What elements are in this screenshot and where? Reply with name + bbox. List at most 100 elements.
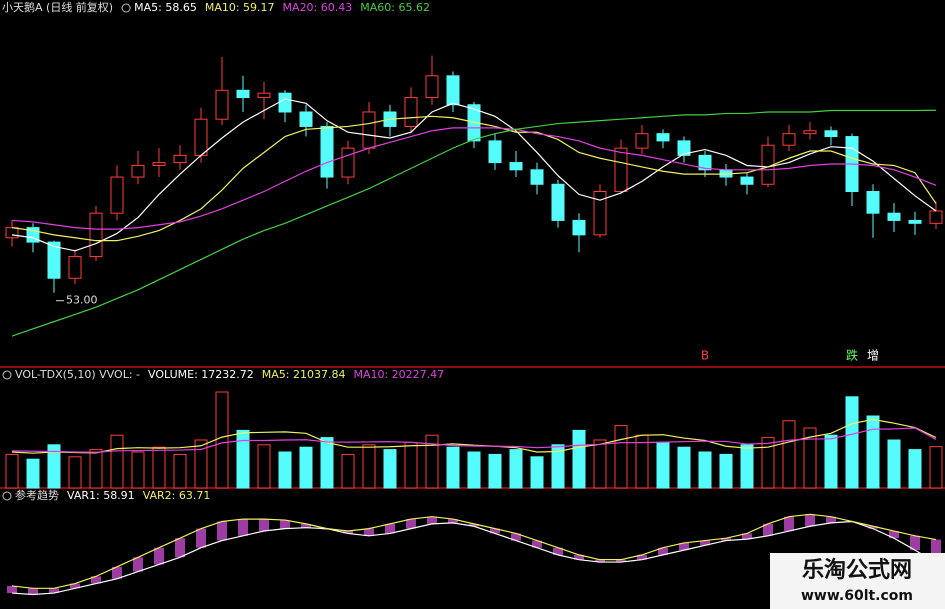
trend-stick [196, 528, 206, 548]
volume-bar [362, 444, 376, 489]
candle-body [446, 75, 460, 106]
legend-entry: MA5: 21037.84 [262, 368, 346, 381]
candle-body [824, 130, 838, 138]
candle-body [320, 125, 334, 178]
legend-entry: MA20: 60.43 [283, 1, 353, 14]
volume-bar [278, 451, 292, 489]
trend-stick [133, 557, 143, 572]
signal-label: B [701, 349, 709, 363]
legend-entry: VAR2: 63.71 [143, 489, 211, 502]
trend-stick [868, 526, 878, 529]
trend-stick [910, 535, 920, 551]
volume-bar [194, 439, 208, 489]
volume-bar [383, 449, 397, 489]
trend-stick [7, 585, 17, 594]
volume-bar [110, 434, 124, 489]
candle-body [635, 133, 649, 149]
volume-bar [845, 396, 859, 489]
trend-stick [658, 547, 668, 555]
candle-body [215, 89, 229, 120]
chart-title: 小天鹅A (日线 前复权) [2, 0, 113, 14]
trend-stick [679, 542, 689, 551]
line [11, 115, 937, 242]
volume-bar [236, 429, 250, 489]
trend-stick [889, 531, 899, 539]
trend-stick [490, 528, 500, 534]
line [11, 418, 937, 454]
volume-bar [656, 441, 670, 489]
candle-body [929, 210, 943, 224]
candle-body [68, 256, 82, 279]
line [11, 98, 937, 252]
trend-stick [595, 559, 605, 563]
candle-body [236, 89, 250, 99]
volume-bar [173, 453, 187, 489]
trend-stick [763, 523, 773, 536]
volume-bar [320, 437, 334, 489]
trend-stick [343, 531, 353, 534]
volume-bar [740, 444, 754, 489]
volume-bar [614, 425, 628, 489]
candle-body [509, 162, 523, 171]
line [11, 520, 937, 596]
candle-body [740, 176, 754, 185]
candle-body [362, 111, 376, 149]
candle-body [152, 162, 166, 166]
volume-bar [908, 449, 922, 489]
trend-stick [280, 520, 290, 529]
candle-body [866, 191, 880, 214]
line [11, 513, 937, 589]
volume-bar [824, 434, 838, 489]
trend-stick [259, 519, 269, 532]
volume-bar [299, 446, 313, 489]
candle-body [572, 219, 586, 236]
candle-body [173, 154, 187, 164]
signal-label: 跌 [846, 348, 858, 363]
trend-stick [154, 547, 164, 565]
legend-entry: MA10: 20227.47 [353, 368, 444, 381]
trend-stick [70, 583, 80, 589]
candle-body [677, 140, 691, 156]
legend-entry: VAR1: 58.91 [67, 489, 135, 502]
trend-stick [742, 533, 752, 540]
trend-stick [469, 523, 479, 527]
candle-body [908, 219, 922, 224]
panel-title: VOL-TDX(5,10) VVOL: - [15, 368, 140, 381]
volume-bar [425, 434, 439, 489]
header-icon [2, 370, 12, 380]
trend-stick [574, 554, 584, 560]
candle-body [614, 147, 628, 192]
trend-stick [406, 519, 416, 529]
volume-bar [404, 441, 418, 489]
volume-bar [719, 453, 733, 489]
line [11, 109, 937, 337]
candle-body [5, 227, 19, 239]
legend-entry: MA60: 65.62 [360, 1, 430, 14]
volume-bar [782, 420, 796, 489]
candle-body [404, 97, 418, 127]
volume-bar [929, 446, 943, 489]
value-name: VOLUME: 17232.72 [148, 368, 254, 381]
volume-bar [68, 456, 82, 489]
line [11, 127, 937, 230]
panel-title: 参考趋势 [15, 488, 59, 502]
trend-stick [217, 521, 227, 541]
volume-bar [26, 458, 40, 489]
volume-bar [866, 415, 880, 489]
candle-body [887, 212, 901, 221]
trend-stick [112, 566, 122, 579]
trend-stick [553, 547, 563, 555]
candle-body [194, 118, 208, 156]
line [11, 427, 937, 453]
trend-stick [91, 576, 101, 584]
volume-bar [530, 456, 544, 489]
watermark-title: 乐淘公式网 [802, 557, 912, 583]
header-icon [121, 3, 131, 13]
candle-body [551, 183, 565, 221]
header-icon [2, 491, 12, 501]
trend-stick [49, 588, 59, 594]
trend-stick [511, 533, 521, 541]
candle-body [110, 176, 124, 214]
